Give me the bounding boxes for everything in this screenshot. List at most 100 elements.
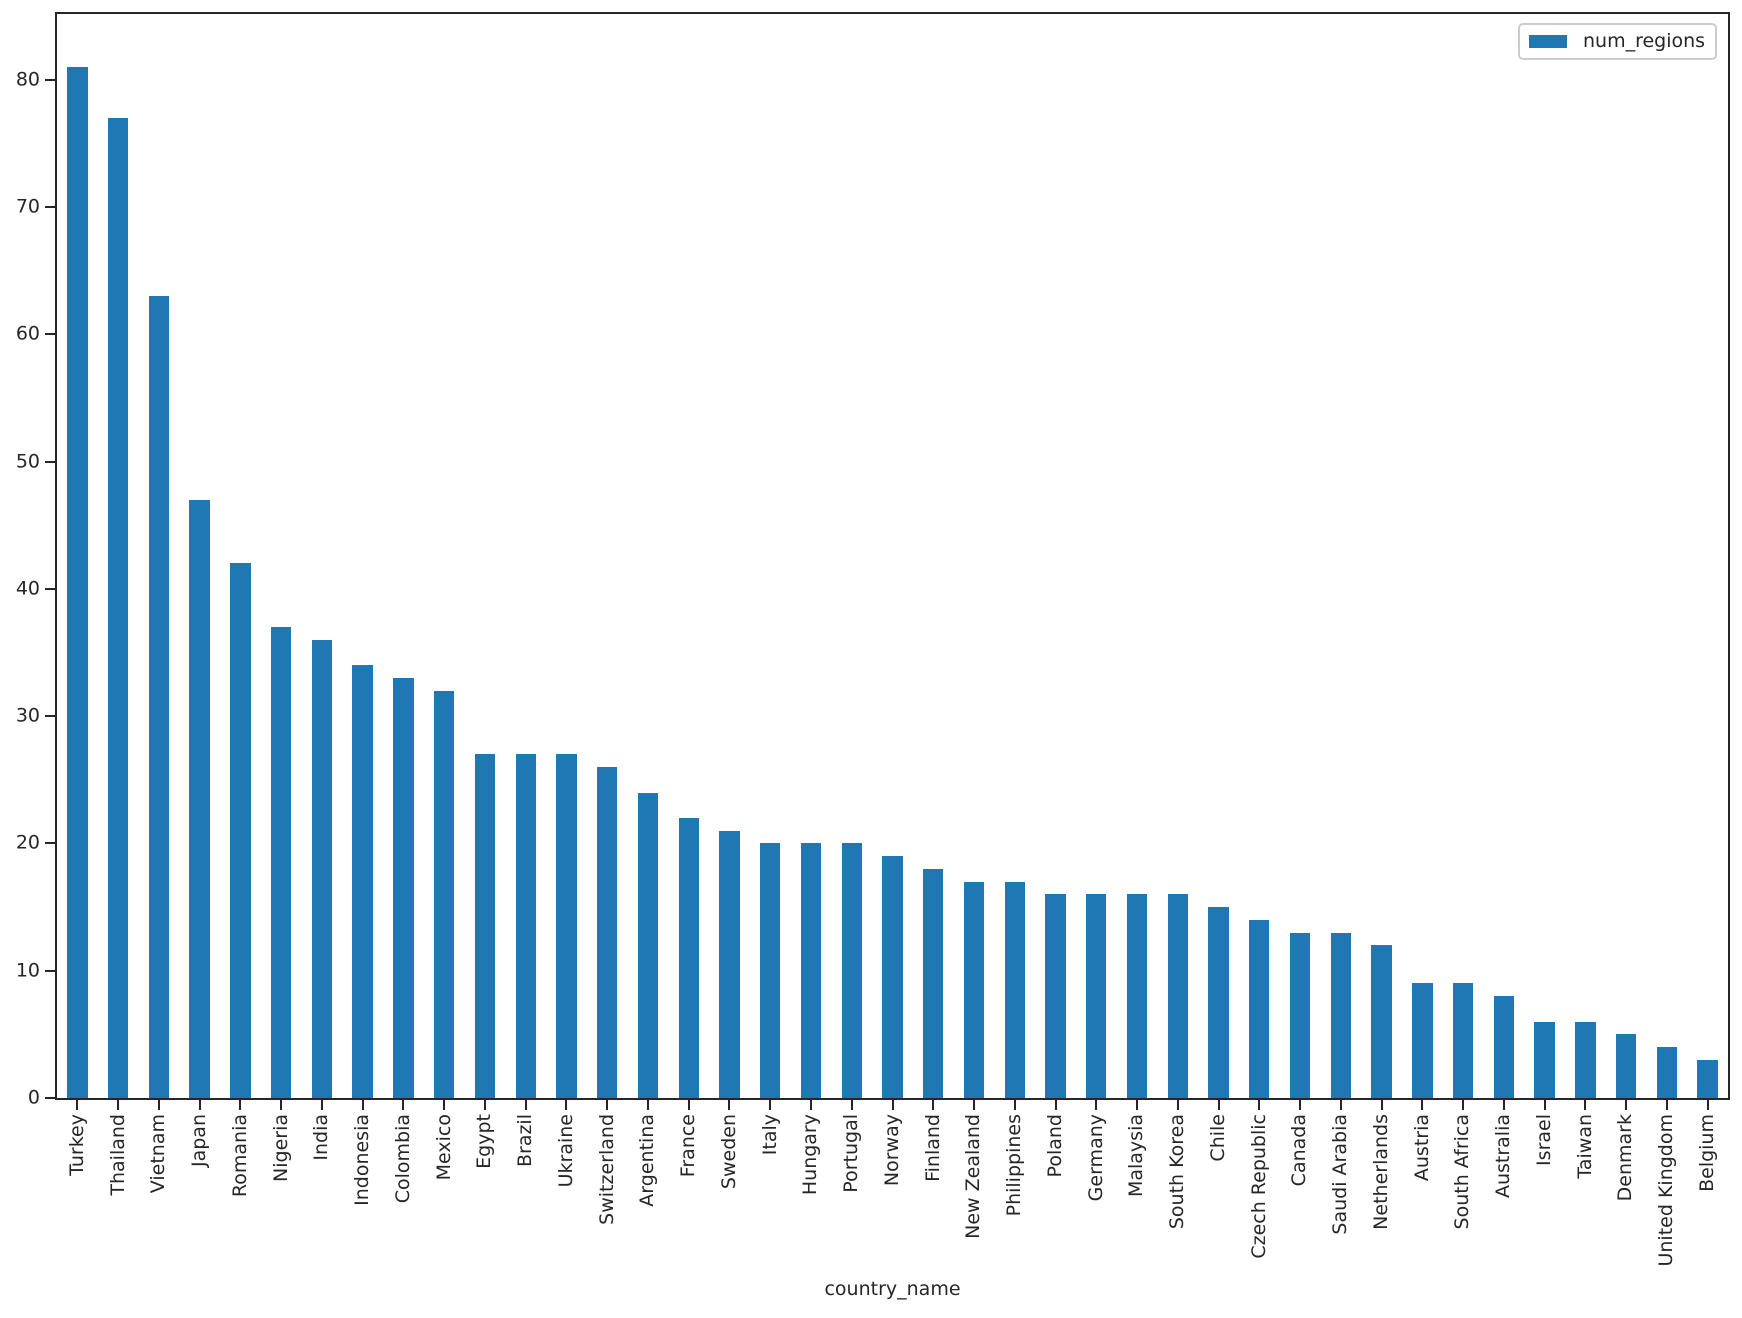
x-tick-mark xyxy=(483,1100,486,1110)
x-tick-mark xyxy=(1095,1100,1098,1110)
x-tick-label-netherlands: Netherlands xyxy=(1361,1114,1402,1272)
x-tick-label-text: South Africa xyxy=(1451,1114,1474,1230)
bar-austria xyxy=(1412,983,1433,1098)
x-tick-label-romania: Romania xyxy=(220,1114,261,1272)
x-tick-mark xyxy=(850,1100,853,1110)
x-tick-label-text: Chile xyxy=(1206,1114,1229,1162)
bar-norway xyxy=(882,856,903,1098)
y-tick-label-40: 40 xyxy=(15,577,40,600)
x-tick-label-text: Vietnam xyxy=(147,1114,170,1194)
x-tick-label-text: Mexico xyxy=(432,1114,455,1181)
x-tick-mark xyxy=(932,1100,935,1110)
legend: num_regions xyxy=(1518,23,1718,60)
x-tick-mark xyxy=(1299,1100,1302,1110)
bar-sweden xyxy=(719,830,740,1098)
x-tick-mark xyxy=(402,1100,405,1110)
x-tick-label-text: Philippines xyxy=(1003,1114,1026,1217)
x-tick-label-text: France xyxy=(677,1114,700,1178)
y-tick-label-0: 0 xyxy=(27,1086,40,1109)
x-tick-label-text: Poland xyxy=(1043,1114,1066,1178)
x-tick-label-text: Sweden xyxy=(717,1114,740,1190)
bar-italy xyxy=(760,843,781,1098)
x-tick-label-poland: Poland xyxy=(1035,1114,1076,1272)
x-tick-label-text: Egypt xyxy=(473,1114,496,1169)
y-axis-tick-labels: 0 10 20 30 40 50 60 70 80 xyxy=(0,14,40,1107)
x-tick-label-text: Netherlands xyxy=(1369,1114,1392,1230)
x-tick-mark xyxy=(117,1100,120,1110)
x-tick-label-text: Malaysia xyxy=(1125,1114,1148,1198)
x-tick-mark xyxy=(646,1100,649,1110)
x-tick-label-text: Belgium xyxy=(1695,1114,1718,1192)
x-tick-label-text: Canada xyxy=(1288,1114,1311,1187)
x-tick-mark xyxy=(1136,1100,1139,1110)
x-tick-label-text: Israel xyxy=(1532,1114,1555,1166)
bar-switzerland xyxy=(597,767,618,1098)
bar-canada xyxy=(1289,932,1311,1098)
x-tick-mark xyxy=(1502,1100,1505,1110)
bar-taiwan xyxy=(1575,1021,1596,1098)
x-tick-mark xyxy=(1706,1100,1709,1110)
bar-germany xyxy=(1086,894,1107,1098)
x-tick-label-text: United Kingdom xyxy=(1655,1114,1678,1267)
bar-portugal xyxy=(841,843,862,1098)
x-tick-label-text: Italy xyxy=(758,1114,781,1156)
x-tick-label-austria: Austria xyxy=(1402,1114,1443,1272)
y-tick-label-10: 10 xyxy=(15,959,40,982)
bar-poland xyxy=(1045,894,1066,1098)
y-tick-label-20: 20 xyxy=(15,831,40,854)
x-tick-label-text: Romania xyxy=(228,1114,251,1198)
x-tick-label-ukraine: Ukraine xyxy=(546,1114,587,1272)
plot-area: num_regions xyxy=(45,12,1730,1110)
x-tick-label-text: New Zealand xyxy=(962,1114,985,1239)
x-tick-mark xyxy=(687,1100,690,1110)
x-tick-mark xyxy=(1665,1100,1668,1110)
bar-united-kingdom xyxy=(1656,1047,1678,1098)
x-tick-label-text: Finland xyxy=(921,1114,944,1182)
y-tick-label-30: 30 xyxy=(15,704,40,727)
x-tick-label-south-africa: South Africa xyxy=(1443,1114,1484,1272)
x-tick-label-text: South Korea xyxy=(1166,1114,1189,1230)
x-tick-mark xyxy=(320,1100,323,1110)
bar-india xyxy=(311,639,333,1098)
bar-hungary xyxy=(800,843,822,1098)
x-tick-mark xyxy=(1625,1100,1628,1110)
bar-belgium xyxy=(1697,1059,1718,1098)
x-tick-label-india: India xyxy=(302,1114,343,1272)
x-tick-label-text: Indonesia xyxy=(351,1114,374,1206)
x-tick-label-france: France xyxy=(668,1114,709,1272)
x-tick-mark xyxy=(891,1100,894,1110)
y-tick-mark xyxy=(45,715,55,718)
y-tick-label-50: 50 xyxy=(15,450,40,473)
x-tick-label-thailand: Thailand xyxy=(98,1114,139,1272)
x-tick-mark xyxy=(809,1100,812,1110)
x-tick-label-mexico: Mexico xyxy=(424,1114,465,1272)
bar-argentina xyxy=(637,792,659,1098)
y-tick-label-80: 80 xyxy=(15,68,40,91)
bar-netherlands xyxy=(1371,945,1392,1098)
x-tick-label-text: Denmark xyxy=(1614,1114,1637,1202)
x-tick-label-italy: Italy xyxy=(750,1114,791,1272)
x-tick-label-text: Norway xyxy=(880,1114,903,1187)
y-tick-mark xyxy=(45,969,55,972)
y-tick-mark xyxy=(45,1097,55,1099)
x-tick-label-new-zealand: New Zealand xyxy=(954,1114,995,1272)
x-tick-label-czech-republic: Czech Republic xyxy=(1239,1114,1280,1272)
bar-israel xyxy=(1534,1021,1555,1098)
x-tick-mark xyxy=(443,1100,446,1110)
bar-czech-republic xyxy=(1249,919,1270,1098)
x-tick-mark xyxy=(157,1100,160,1110)
bar-denmark xyxy=(1615,1034,1637,1098)
x-tick-mark xyxy=(565,1100,568,1110)
x-tick-mark xyxy=(239,1100,242,1110)
bar-colombia xyxy=(393,678,414,1098)
x-tick-label-malaysia: Malaysia xyxy=(1117,1114,1158,1272)
x-tick-mark xyxy=(728,1100,731,1110)
bar-nigeria xyxy=(270,627,292,1098)
x-tick-label-text: Australia xyxy=(1492,1114,1515,1199)
bar-ukraine xyxy=(556,754,577,1098)
bar-indonesia xyxy=(352,665,373,1098)
x-tick-label-text: India xyxy=(310,1114,333,1161)
x-tick-label-australia: Australia xyxy=(1483,1114,1524,1272)
x-tick-label-germany: Germany xyxy=(1076,1114,1117,1272)
x-tick-mark xyxy=(769,1100,772,1110)
